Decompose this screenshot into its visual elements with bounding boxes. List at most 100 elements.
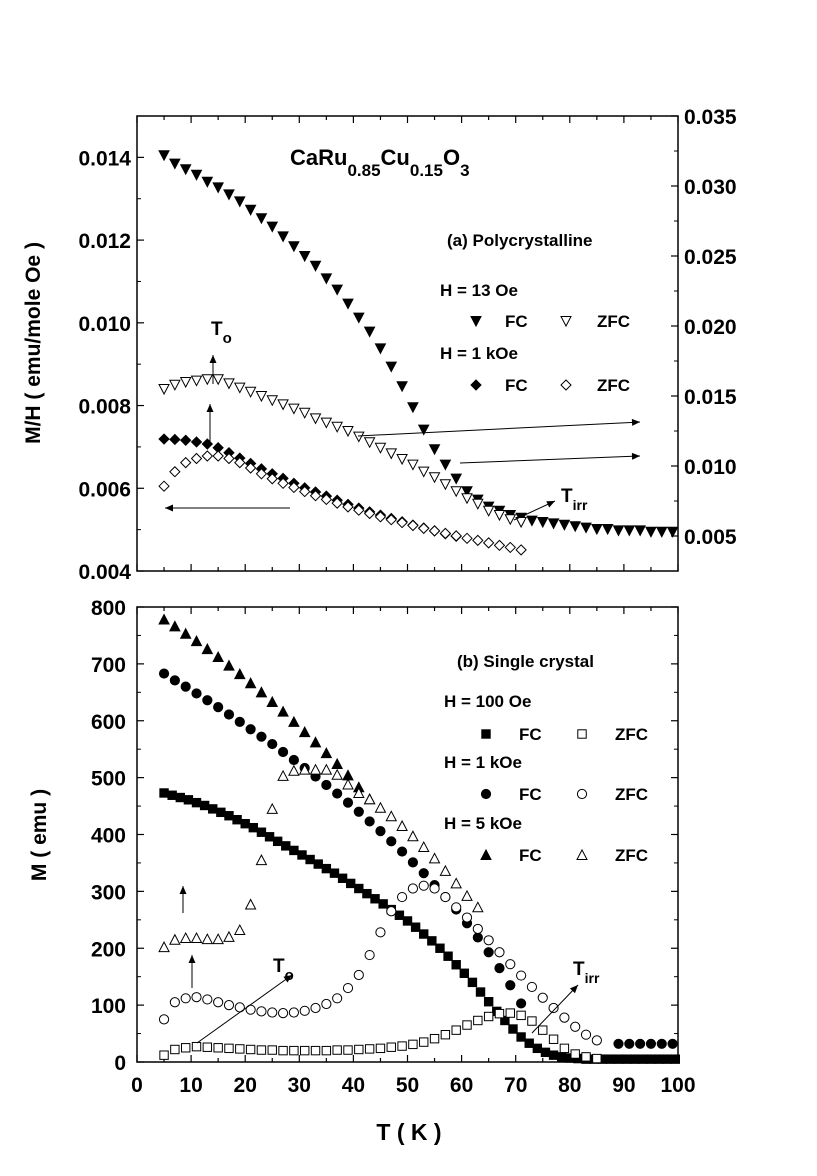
panel-b-point-s3 bbox=[429, 883, 440, 894]
panel-a-point-s0 bbox=[645, 526, 657, 538]
panel-a-point-s0 bbox=[623, 525, 636, 537]
panel-a-y2tick-label: 0.025 bbox=[684, 246, 737, 269]
panel-b-point-s5 bbox=[374, 801, 387, 813]
panel-a-point-s0 bbox=[428, 444, 441, 456]
panel-b-point-s1 bbox=[538, 1025, 548, 1035]
panel-a-point-s3 bbox=[450, 530, 462, 542]
panel-a-y2tick-label: 0.005 bbox=[684, 526, 737, 549]
panel-b-point-s2 bbox=[256, 731, 267, 742]
panel-b-point-s5 bbox=[179, 931, 192, 944]
panel-b-point-s1 bbox=[581, 1052, 591, 1062]
panel-b-ytick-label: 600 bbox=[91, 711, 126, 734]
panel-b-xtick-label: 70 bbox=[504, 1074, 527, 1097]
panel-a-point-s1 bbox=[298, 407, 311, 419]
panel-a-point-s3 bbox=[223, 452, 235, 465]
panel-b-xlabel: T ( K ) bbox=[376, 1119, 441, 1145]
arrow-a-To-up-head bbox=[209, 355, 217, 363]
panel-b-point-s4 bbox=[255, 686, 268, 698]
panel-b-point-s5 bbox=[417, 840, 430, 853]
arrow-a-Tirr-head bbox=[546, 501, 555, 508]
legend-markers bbox=[470, 316, 588, 860]
panel-a-point-s1 bbox=[461, 493, 473, 505]
panel-a-point-s0 bbox=[591, 524, 603, 536]
panel-b-point-s1 bbox=[159, 1050, 169, 1060]
panel-b-point-s5 bbox=[298, 763, 311, 775]
panel-a-point-s1 bbox=[450, 486, 463, 498]
panel-b-point-s0 bbox=[370, 894, 380, 904]
panel-b-point-s3 bbox=[396, 891, 408, 903]
panel-b-point-s0 bbox=[345, 878, 356, 889]
panel-b-point-s0 bbox=[232, 815, 242, 825]
panel-b-point-s2 bbox=[223, 709, 235, 720]
legend-b-fc3: FC bbox=[519, 846, 542, 865]
panel-a-point-s1 bbox=[493, 510, 506, 522]
legend-b-field2: H = 1 kOe bbox=[444, 753, 522, 772]
panel-b-point-s2 bbox=[656, 1038, 667, 1049]
panel-b-point-s0 bbox=[516, 1032, 526, 1042]
panel-b-point-s0 bbox=[670, 1054, 680, 1064]
panel-b-point-s0 bbox=[199, 800, 210, 811]
panel-b-point-s0 bbox=[240, 818, 250, 829]
formula-sub3: 3 bbox=[460, 161, 469, 180]
arrow-b-To-head bbox=[283, 975, 292, 983]
legend-a-zfc2: ZFC bbox=[597, 376, 630, 395]
legend-b-marker-zfc100 bbox=[577, 729, 587, 739]
panel-b-point-s2 bbox=[234, 716, 245, 727]
panel-b-point-s1 bbox=[419, 1037, 429, 1047]
panel-b-point-s0 bbox=[443, 951, 453, 961]
panel-b-point-s1 bbox=[245, 1044, 256, 1055]
panel-b-point-s2 bbox=[332, 788, 343, 799]
panel-b-point-s3 bbox=[213, 997, 224, 1008]
panel-b-point-s2 bbox=[635, 1038, 646, 1049]
panel-b-point-s0 bbox=[467, 977, 478, 988]
panel-b-point-s0 bbox=[281, 841, 291, 851]
panel-a-point-s0 bbox=[233, 196, 246, 208]
panel-b-point-s5 bbox=[309, 763, 322, 775]
panel-b-point-s0 bbox=[646, 1054, 656, 1064]
svg-text:To: To bbox=[273, 956, 294, 984]
panel-a-point-s1 bbox=[417, 466, 430, 478]
panel-a-point-s0 bbox=[212, 182, 224, 194]
panel-b-point-s2 bbox=[396, 846, 408, 857]
panel-b-point-s5 bbox=[472, 901, 484, 913]
panel-a-point-s2 bbox=[179, 434, 192, 446]
panel-b-frame bbox=[136, 606, 679, 1063]
panel-b-point-s1 bbox=[559, 1043, 570, 1054]
panel-b-point-s3 bbox=[342, 982, 354, 994]
panel-b-point-s0 bbox=[183, 795, 194, 805]
legend-a-fc2: FC bbox=[505, 376, 528, 395]
legend-b-fc2: FC bbox=[519, 785, 542, 804]
panel-b-point-s5 bbox=[255, 854, 268, 866]
panel-b-point-s2 bbox=[169, 675, 180, 686]
panel-a-point-s1 bbox=[309, 413, 322, 425]
panel-b-point-s1 bbox=[592, 1053, 602, 1064]
panel-b-point-s5 bbox=[439, 864, 452, 876]
panel-a-series bbox=[158, 150, 679, 556]
panel-b-point-s3 bbox=[202, 994, 213, 1005]
arrow-a-13oe-fc-right-head bbox=[631, 452, 640, 460]
panel-b-point-s4 bbox=[223, 659, 235, 671]
panel-a-point-s0 bbox=[169, 158, 181, 170]
panel-b-point-s5 bbox=[277, 769, 289, 781]
panel-b-point-s0 bbox=[630, 1054, 640, 1064]
legend-b-zfc1: ZFC bbox=[615, 725, 648, 744]
formula-end: O bbox=[443, 145, 460, 170]
panel-b-point-s3 bbox=[580, 1029, 592, 1040]
formula-sub1: 0.85 bbox=[347, 161, 380, 180]
panel-b-To-label: To bbox=[273, 956, 294, 984]
panel-a-point-s0 bbox=[244, 204, 257, 216]
panel-a-point-s0 bbox=[634, 525, 646, 537]
panel-a-point-s1 bbox=[320, 417, 333, 429]
panel-b-xtick-label: 60 bbox=[450, 1074, 473, 1097]
panel-b-point-s5 bbox=[190, 931, 203, 944]
panel-b-point-s3 bbox=[537, 992, 548, 1003]
panel-b-point-s0 bbox=[248, 822, 259, 833]
legend-b-marker-fc1k bbox=[480, 788, 492, 800]
panel-b-point-s2 bbox=[180, 681, 191, 692]
panel-b-point-s1 bbox=[343, 1045, 353, 1055]
panel-a-ytick-label: 0.012 bbox=[78, 230, 131, 253]
panel-b-point-s0 bbox=[313, 859, 323, 869]
panel-a-point-s2 bbox=[169, 433, 181, 446]
panel-a-point-s3 bbox=[331, 497, 343, 509]
panel-a-point-s3 bbox=[439, 527, 452, 540]
